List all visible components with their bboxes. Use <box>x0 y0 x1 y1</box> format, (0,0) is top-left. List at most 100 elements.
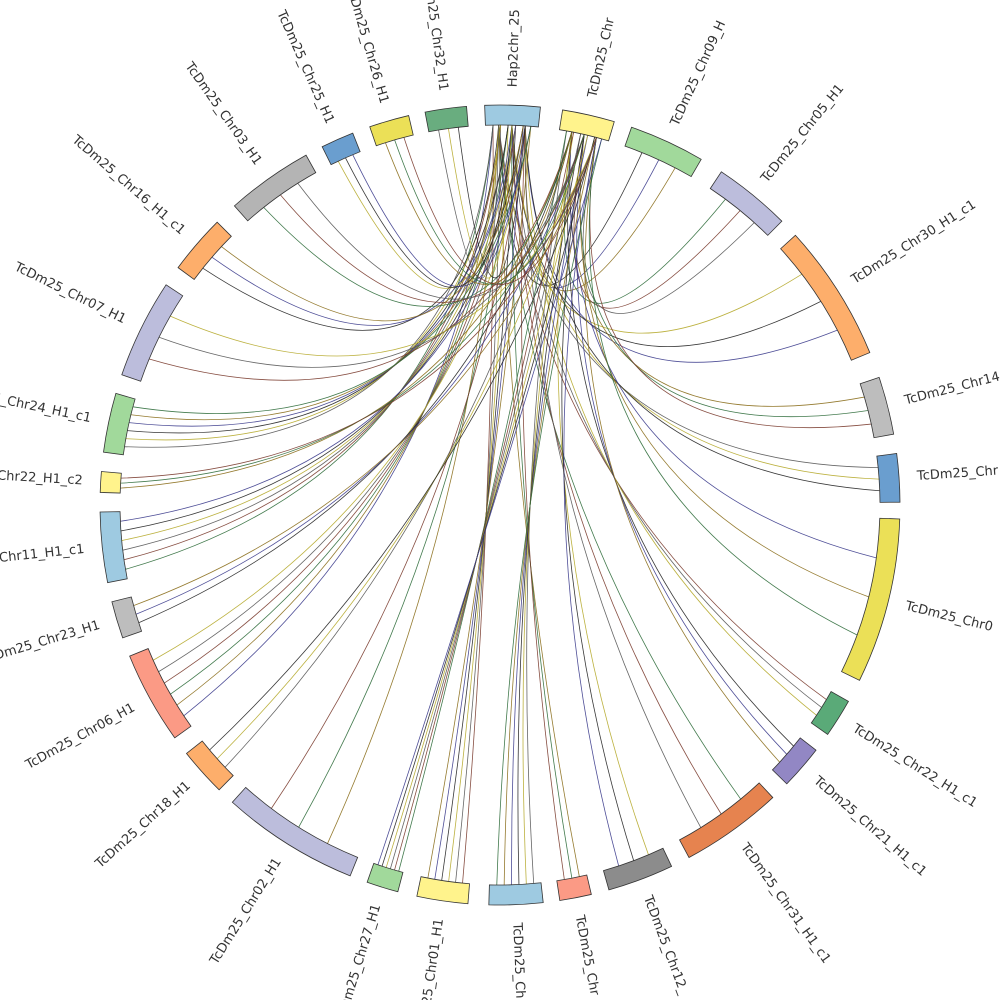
segment-label-6: TcDm25_Chr <box>916 464 1000 485</box>
segment-5 <box>859 376 895 439</box>
link-32 <box>521 125 565 880</box>
segment-22 <box>103 392 136 456</box>
link-26 <box>524 125 702 828</box>
segment-label-25: TcDm25_Chr03_H1 <box>181 59 265 168</box>
segment-10 <box>679 782 774 859</box>
link-11 <box>589 137 872 428</box>
segment-label-11: TcDm25_Chr12_ <box>640 893 691 997</box>
link-71 <box>120 126 532 522</box>
link-57 <box>183 125 494 717</box>
segment-label-26: TcDm25_Chr25_H1 <box>273 7 337 126</box>
link-92 <box>352 125 526 287</box>
segment-label-14: TcDm25_Chr01_H1 <box>414 918 447 1000</box>
segment-label-9: TcDm25_Chr21_H1_c1 <box>810 773 929 880</box>
link-43 <box>434 125 524 880</box>
link-59 <box>170 125 509 695</box>
segment-16 <box>231 786 359 877</box>
link-81 <box>149 131 573 381</box>
segments-layer <box>99 104 901 906</box>
link-42 <box>441 125 517 881</box>
segment-26 <box>321 132 361 166</box>
link-91 <box>345 125 513 288</box>
link-31 <box>511 125 573 879</box>
link-56 <box>209 137 597 751</box>
segment-25 <box>233 154 317 222</box>
segment-label-19: TcDm25_Chr23_H1 <box>0 618 102 668</box>
segment-label-13: TcDm25_Ch <box>509 921 527 998</box>
link-94 <box>394 134 585 285</box>
segment-label-27: TcDm25_Chr26_H1 <box>343 0 392 105</box>
segment-label-5: TcDm25_Chr14 <box>902 369 1000 408</box>
segment-15 <box>366 862 404 893</box>
link-17 <box>588 137 858 636</box>
segment-label-1: TcDm25_Chr <box>585 16 618 100</box>
link-51 <box>327 124 500 844</box>
link-21 <box>567 131 794 747</box>
link-67 <box>123 124 501 561</box>
link-53 <box>270 125 526 809</box>
link-82 <box>158 134 585 368</box>
segment-label-28: TcDm25_Chr32_H1 <box>419 0 451 92</box>
link-97 <box>448 125 513 279</box>
segment-7 <box>841 517 901 681</box>
link-85 <box>211 125 513 326</box>
link-80 <box>132 126 532 414</box>
link-93 <box>385 131 573 285</box>
link-18 <box>498 124 827 700</box>
link-87 <box>263 131 573 307</box>
link-88 <box>280 134 585 303</box>
link-28 <box>561 134 635 861</box>
link-96 <box>438 124 500 279</box>
segment-18 <box>129 648 192 739</box>
link-4 <box>573 134 741 309</box>
segment-label-7: TcDm25_Chr0 <box>903 599 994 635</box>
link-58 <box>176 124 501 706</box>
segment-8 <box>810 690 850 735</box>
link-44 <box>427 126 532 879</box>
segment-17 <box>185 740 234 791</box>
link-22 <box>576 134 788 755</box>
segment-label-20: TcDm25_Chr11_H1_c1 <box>0 542 85 572</box>
segment-label-8: TcDm25_Chr22_H1_c1 <box>849 721 980 811</box>
segment-9 <box>771 737 817 785</box>
link-47 <box>389 133 582 869</box>
segment-2 <box>624 126 702 178</box>
link-50 <box>377 138 603 865</box>
segment-12 <box>556 874 592 901</box>
link-95 <box>403 137 597 285</box>
segment-1 <box>558 109 615 142</box>
link-25 <box>511 125 722 815</box>
link-48 <box>385 135 589 868</box>
link-38 <box>496 138 603 885</box>
segment-6 <box>876 453 901 503</box>
link-19 <box>511 125 822 708</box>
link-49 <box>381 136 596 867</box>
link-98 <box>457 125 526 279</box>
link-83 <box>170 137 597 357</box>
segment-label-21: TcDm25_Chr22_H1_c2 <box>0 465 83 488</box>
segment-11 <box>602 847 673 891</box>
link-30 <box>498 124 580 877</box>
segment-label-0: Hap2chr_25 <box>506 9 523 87</box>
segment-label-3: TcDm25_Chr05_H1 <box>758 82 848 187</box>
link-29 <box>563 137 620 867</box>
link-73 <box>120 134 585 484</box>
segment-label-16: TcDm25_Chr02_H1 <box>207 856 285 969</box>
segment-28 <box>424 105 469 133</box>
segment-label-15: TcDm25_Chr27_H1 <box>334 902 385 1000</box>
segment-label-10: TcDm25_Chr31_H1_c1 <box>737 840 834 967</box>
links-layer <box>120 124 880 885</box>
segment-4 <box>780 234 871 361</box>
link-89 <box>297 137 597 300</box>
segment-20 <box>99 511 128 584</box>
link-64 <box>135 134 585 615</box>
link-14 <box>524 125 880 492</box>
link-27 <box>557 131 649 855</box>
link-65 <box>133 137 597 606</box>
segment-24 <box>177 221 232 281</box>
segment-label-17: TcDm25_Chr18_H1 <box>92 779 194 873</box>
segment-19 <box>111 596 143 639</box>
link-66 <box>125 125 494 570</box>
link-84 <box>202 124 500 331</box>
